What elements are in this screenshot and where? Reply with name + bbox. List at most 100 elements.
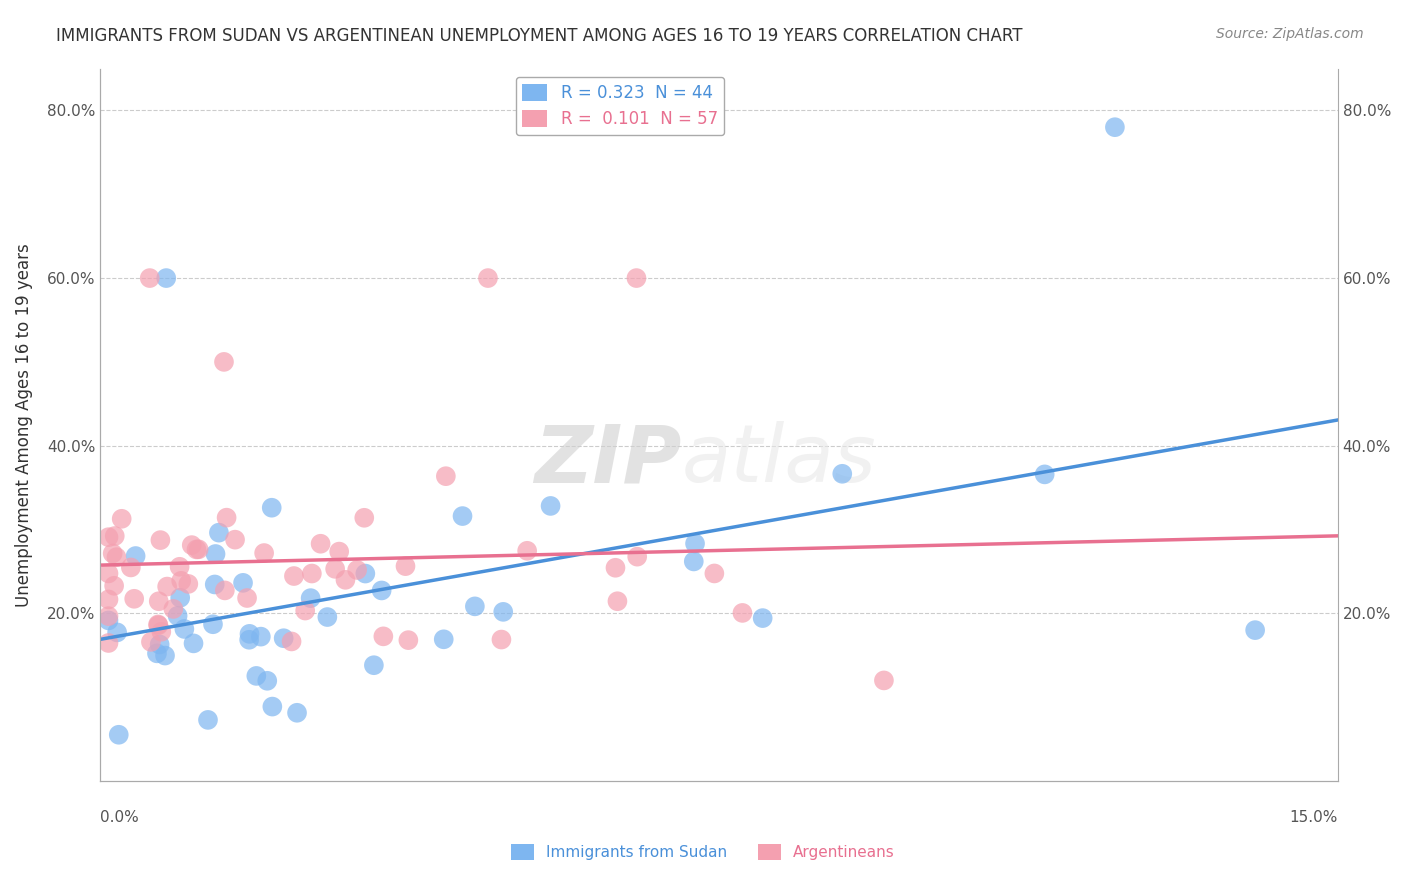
Point [373, 629, 395, 643]
Point [703, 566, 725, 581]
Point [183, 636, 205, 650]
Point [166, 608, 188, 623]
Point [751, 611, 773, 625]
Point [540, 499, 562, 513]
Point [491, 632, 513, 647]
Point [280, 634, 302, 648]
Point [169, 591, 191, 605]
Point [170, 574, 193, 588]
Point [335, 573, 357, 587]
Point [97, 566, 120, 581]
Point [204, 547, 226, 561]
Point [177, 577, 200, 591]
Point [605, 561, 627, 575]
Point [201, 617, 224, 632]
Point [283, 569, 305, 583]
Point [492, 605, 515, 619]
Point [260, 500, 283, 515]
Point [212, 355, 235, 369]
Point [301, 566, 323, 581]
Point [285, 706, 308, 720]
Point [155, 271, 177, 285]
Point [149, 638, 172, 652]
Point [105, 550, 128, 565]
Text: atlas: atlas [682, 421, 876, 500]
Point [103, 579, 125, 593]
Point [434, 469, 457, 483]
Point [346, 563, 368, 577]
Point [120, 560, 142, 574]
Point [731, 606, 754, 620]
Point [299, 591, 322, 606]
Point [146, 617, 169, 632]
Point [309, 537, 332, 551]
Point [97, 609, 120, 624]
Point [323, 562, 346, 576]
Point [169, 559, 191, 574]
Legend: Immigrants from Sudan, Argentineans: Immigrants from Sudan, Argentineans [505, 838, 901, 866]
Text: Source: ZipAtlas.com: Source: ZipAtlas.com [1216, 27, 1364, 41]
Point [682, 554, 704, 568]
Point [626, 271, 648, 285]
Point [394, 559, 416, 574]
Point [214, 583, 236, 598]
Point [353, 510, 375, 524]
Point [139, 635, 162, 649]
Point [464, 599, 486, 614]
Point [433, 632, 456, 647]
Point [873, 673, 896, 688]
Point [186, 542, 208, 557]
Point [363, 658, 385, 673]
Point [97, 592, 120, 607]
Point [262, 699, 284, 714]
Point [1244, 623, 1267, 637]
Point [354, 566, 377, 581]
Point [516, 543, 538, 558]
Point [97, 614, 120, 628]
Point [104, 529, 127, 543]
Point [150, 624, 173, 639]
Point [187, 542, 209, 557]
Point [1104, 120, 1126, 135]
Point [148, 594, 170, 608]
Point [162, 602, 184, 616]
Point [238, 627, 260, 641]
Point [683, 536, 706, 550]
Point [148, 618, 170, 632]
Point [606, 594, 628, 608]
Point [273, 631, 295, 645]
Point [256, 673, 278, 688]
Point [208, 525, 231, 540]
Point [97, 530, 120, 544]
Text: IMMIGRANTS FROM SUDAN VS ARGENTINEAN UNEMPLOYMENT AMONG AGES 16 TO 19 YEARS CORR: IMMIGRANTS FROM SUDAN VS ARGENTINEAN UNE… [56, 27, 1022, 45]
Point [250, 630, 273, 644]
Point [1033, 467, 1056, 482]
Point [107, 728, 129, 742]
Point [153, 648, 176, 663]
Point [204, 577, 226, 591]
Point [105, 625, 128, 640]
Point [370, 583, 392, 598]
Point [149, 533, 172, 548]
Text: ZIP: ZIP [534, 421, 682, 500]
Point [180, 538, 202, 552]
Point [101, 546, 124, 560]
Point [253, 546, 276, 560]
Point [122, 591, 145, 606]
Point [238, 632, 260, 647]
Point [224, 533, 246, 547]
Point [316, 610, 339, 624]
Point [173, 622, 195, 636]
Point [139, 271, 162, 285]
Point [197, 713, 219, 727]
Point [626, 549, 648, 564]
Point [831, 467, 853, 481]
Point [232, 575, 254, 590]
Text: 15.0%: 15.0% [1289, 810, 1337, 824]
Point [236, 591, 259, 605]
Point [477, 271, 499, 285]
Point [294, 603, 316, 617]
Point [124, 549, 146, 563]
Point [97, 636, 120, 650]
Point [451, 509, 474, 524]
